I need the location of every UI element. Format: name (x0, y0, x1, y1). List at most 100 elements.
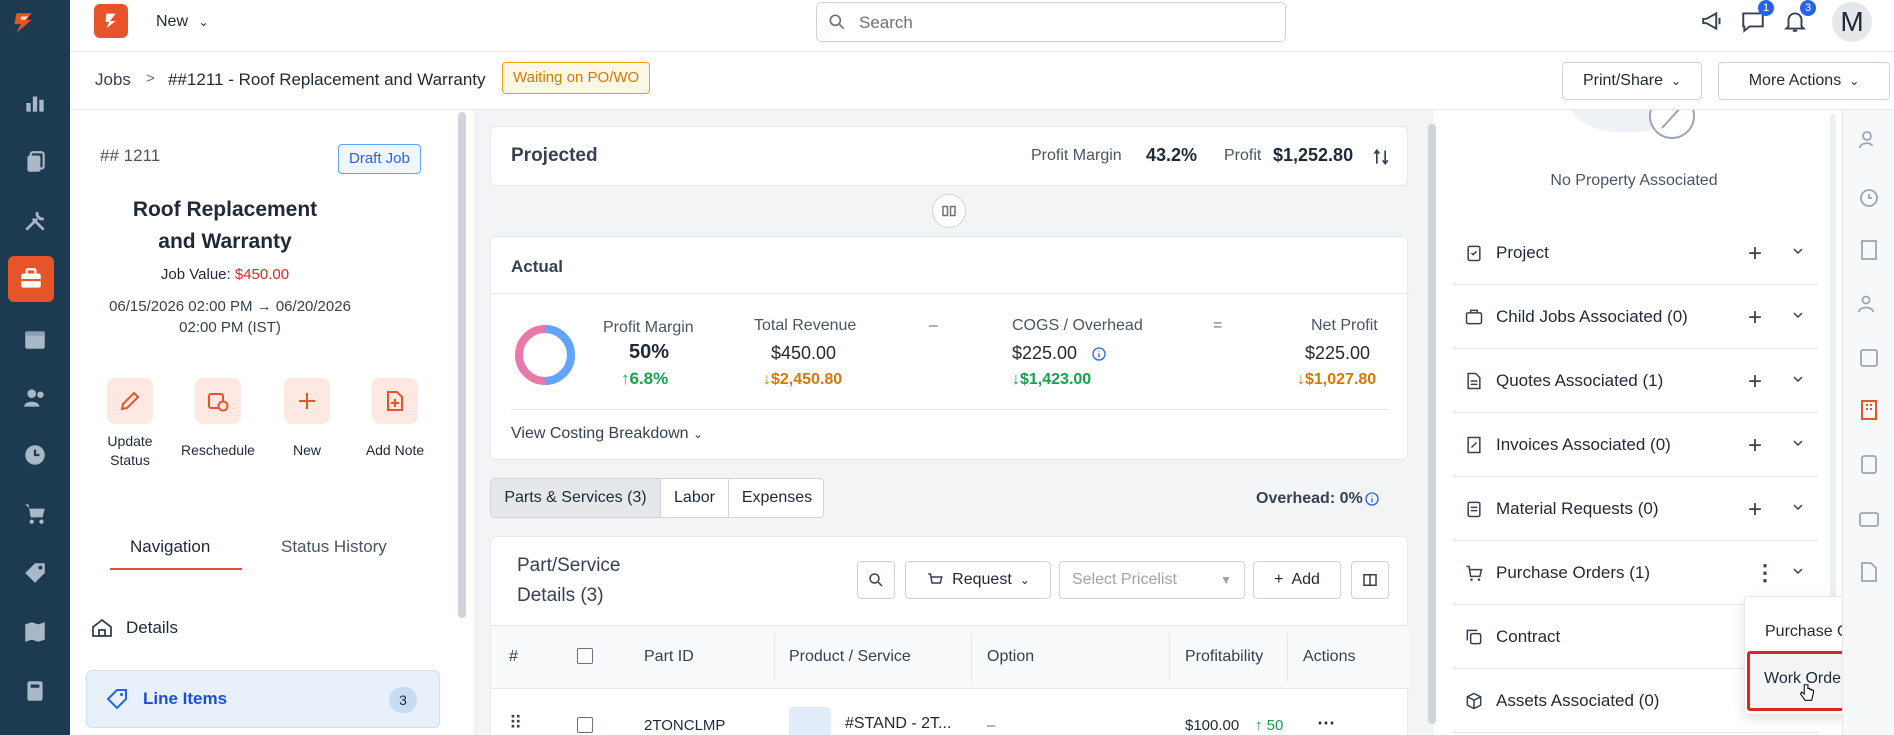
nav-item-line-items[interactable]: Line Items 3 (86, 670, 440, 728)
tab-expenses[interactable]: Expenses (741, 489, 813, 506)
view-costing-breakdown-link[interactable]: View Costing Breakdown ⌄ (511, 425, 704, 442)
col-part-id: Part ID (644, 648, 694, 665)
reschedule-button[interactable] (195, 378, 241, 424)
contact-card-icon[interactable] (1857, 346, 1881, 370)
table-row[interactable]: ⠿ 2TONCLMP #STAND - 2T... – $100.00 ↑ 50… (491, 689, 1409, 735)
clipboard-check-icon[interactable] (1857, 452, 1881, 476)
briefcase-icon[interactable] (1857, 506, 1881, 530)
cogs-value: $225.00 (1012, 343, 1078, 363)
column-toggle-button[interactable] (1351, 561, 1389, 599)
plus-icon[interactable]: + (1748, 368, 1763, 395)
section-material-requests-0[interactable]: Material Requests (0) + (1452, 477, 1818, 541)
net-profit-delta: ↓$1,027.80 (1297, 371, 1377, 388)
row-checkbox[interactable] (577, 717, 593, 733)
clock-icon[interactable] (22, 442, 48, 468)
chevron-down-icon[interactable] (1790, 499, 1806, 515)
right-panel-scrollbar[interactable] (1830, 114, 1836, 714)
calendar-icon[interactable] (22, 326, 48, 352)
megaphone-icon[interactable] (1700, 8, 1726, 34)
documents-icon[interactable] (22, 149, 48, 175)
tag-icon[interactable] (22, 560, 48, 586)
add-note-button[interactable] (372, 378, 418, 424)
plus-icon[interactable]: + (1748, 304, 1763, 331)
projected-profit: $1,252.80 (1273, 145, 1354, 165)
middle-scrollbar[interactable] (1428, 124, 1436, 724)
avatar[interactable]: M (1832, 2, 1872, 42)
row-actions-icon[interactable]: ⋯ (1317, 713, 1335, 733)
request-dropdown[interactable]: Request ⌄ (905, 561, 1051, 599)
section-label: Quotes Associated (1) (1496, 371, 1664, 390)
actual-card: Actual Profit Margin 50% ↑6.8% Total Rev… (490, 236, 1409, 460)
new-app-icon[interactable] (94, 4, 128, 38)
print-share-button[interactable]: Print/Share ⌄ (1562, 62, 1702, 100)
chevron-down-icon[interactable] (1790, 435, 1806, 451)
equals-sign: = (1213, 317, 1223, 334)
app-logo-icon[interactable] (10, 10, 58, 54)
plus-icon[interactable]: + (1748, 432, 1763, 459)
chevron-down-icon: ⌄ (693, 427, 704, 441)
tab-labor[interactable]: Labor (661, 479, 729, 517)
chat-badge: 1 (1758, 0, 1774, 16)
customers-icon[interactable] (22, 385, 48, 411)
pricelist-select[interactable]: Select Pricelist ▼ (1059, 561, 1245, 599)
chevron-down-icon[interactable] (1790, 371, 1806, 387)
info-icon[interactable] (1091, 346, 1107, 362)
arrow-down-icon: ↓ (1012, 371, 1020, 388)
section-quotes-associated-1[interactable]: Quotes Associated (1) + (1452, 349, 1818, 413)
cart-icon[interactable] (22, 500, 48, 526)
new-button[interactable] (284, 378, 330, 424)
projected-profit-margin-label: Profit Margin (1031, 147, 1122, 164)
tools-icon[interactable] (22, 208, 48, 234)
info-icon[interactable] (1364, 491, 1380, 507)
box-icon (1466, 692, 1482, 710)
chevron-down-icon[interactable] (1790, 307, 1806, 323)
plus-icon: + (1274, 571, 1284, 588)
property-building-icon[interactable] (1857, 398, 1881, 422)
drag-handle-icon[interactable]: ⠿ (509, 713, 523, 733)
row-option: – (987, 717, 996, 734)
columns-icon (942, 205, 956, 217)
search-input[interactable]: Search (816, 2, 1286, 42)
update-status-button[interactable] (107, 378, 153, 424)
jobs-nav-item[interactable] (8, 256, 54, 302)
toggle-compare-button[interactable] (932, 194, 966, 228)
person-settings-icon[interactable] (1857, 128, 1881, 152)
building-icon[interactable] (1857, 238, 1881, 262)
reports-icon[interactable] (22, 90, 48, 116)
chevron-down-icon[interactable] (1790, 563, 1806, 579)
new-dropdown[interactable]: New ⌄ (156, 13, 209, 30)
tab-status-history[interactable]: Status History (281, 537, 387, 556)
more-actions-button[interactable]: More Actions ⌄ (1718, 62, 1890, 100)
compare-icon[interactable] (1371, 147, 1391, 167)
tab-parts-services[interactable]: Parts & Services (3) (491, 479, 661, 517)
kebab-menu-icon[interactable]: ⋮ (1754, 560, 1776, 585)
arrow-down-icon: ↓ (763, 371, 771, 388)
map-icon[interactable] (22, 619, 48, 645)
section-invoices-associated-0[interactable]: Invoices Associated (0) + (1452, 413, 1818, 477)
section-project[interactable]: Project + (1452, 221, 1818, 285)
section-contract[interactable]: Contract (1452, 605, 1818, 669)
select-all-checkbox[interactable] (577, 648, 593, 664)
cart-icon (928, 573, 943, 584)
document-icon[interactable] (1857, 560, 1881, 584)
bell-icon[interactable] (1782, 8, 1808, 34)
users-icon[interactable] (1857, 292, 1881, 316)
section-child-jobs-associated-0[interactable]: Child Jobs Associated (0) + (1452, 285, 1818, 349)
chevron-down-icon[interactable] (1790, 243, 1806, 259)
tab-navigation[interactable]: Navigation (130, 537, 211, 556)
nav-item-details[interactable]: Details (90, 608, 430, 648)
section-purchase-orders-1[interactable]: Purchase Orders (1) ⋮ (1452, 541, 1818, 605)
job-value: Job Value: $450.00 (160, 266, 290, 283)
history-icon[interactable] (1857, 186, 1881, 210)
file-plus-icon (387, 391, 403, 411)
plus-icon[interactable]: + (1748, 496, 1763, 523)
overhead-indicator: Overhead: 0% (1256, 490, 1363, 507)
plus-icon[interactable]: + (1748, 240, 1763, 267)
add-part-button[interactable]: + Add (1253, 561, 1341, 599)
breadcrumb-jobs-link[interactable]: Jobs (95, 70, 131, 89)
parts-search-button[interactable] (857, 561, 895, 599)
net-profit-label: Net Profit (1311, 317, 1378, 334)
section-assets-associated-0[interactable]: Assets Associated (0) (1452, 669, 1818, 733)
left-panel-scrollbar[interactable] (458, 112, 466, 618)
calculator-icon[interactable] (22, 678, 48, 704)
